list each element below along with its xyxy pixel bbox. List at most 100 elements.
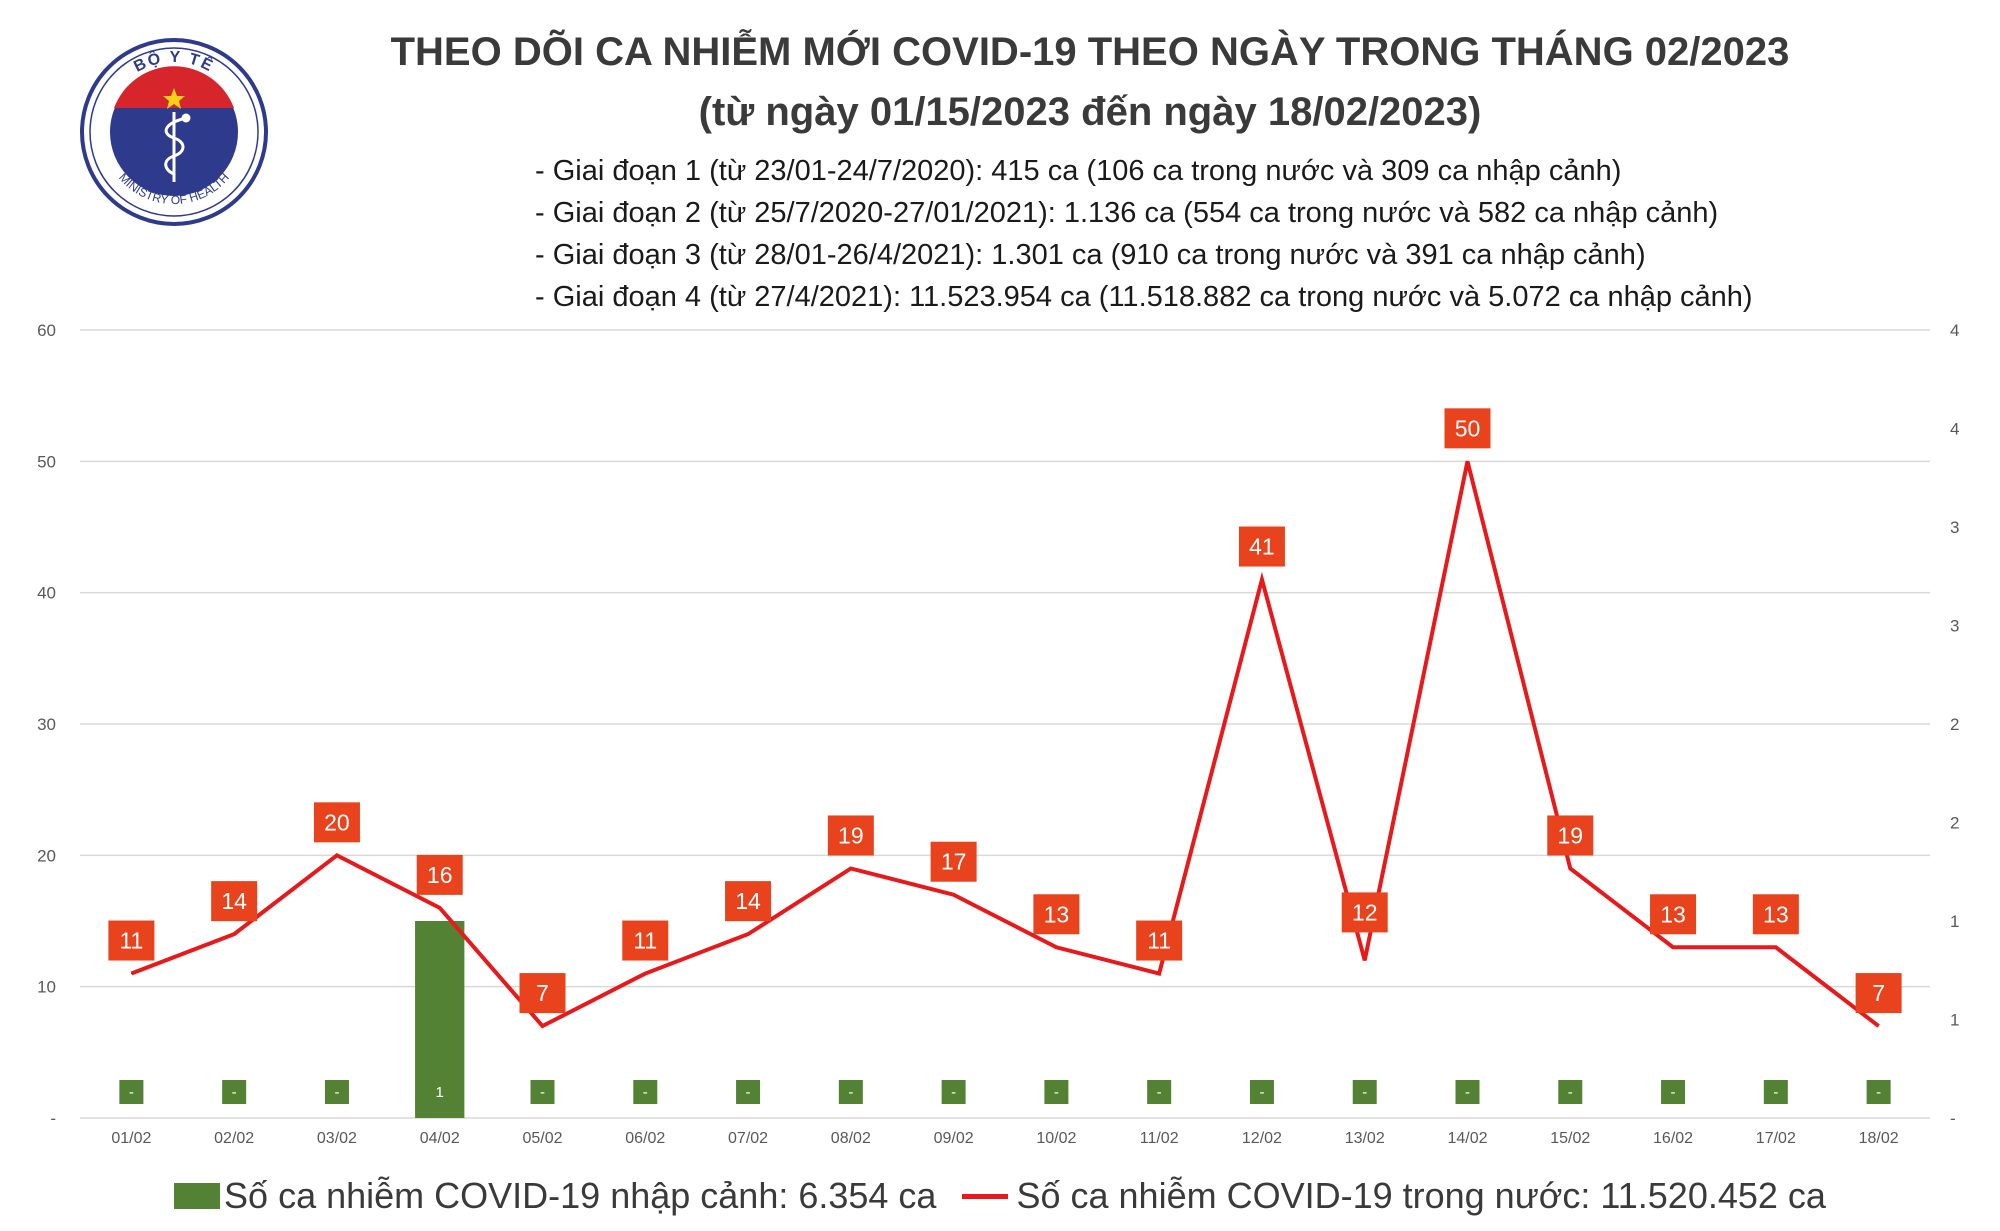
- bar-label: -: [951, 1084, 956, 1101]
- bar-label-box: [633, 1080, 658, 1104]
- bar-label: -: [1671, 1084, 1676, 1101]
- left-y-axis: - 10 20 30 40 50 60: [37, 321, 56, 1128]
- phase-note-4: - Giai đoạn 4 (từ 27/4/2021): 11.523.954…: [535, 281, 1753, 313]
- bar-label-box: [119, 1080, 144, 1104]
- phase-note-2: - Giai đoạn 2 (từ 25/7/2020-27/01/2021):…: [535, 197, 1719, 229]
- bar-label: -: [1465, 1084, 1470, 1101]
- line-label: 11: [119, 928, 143, 954]
- x-tick-label: 17/02: [1756, 1130, 1796, 1147]
- domestic-cases-line-group: [130, 460, 1880, 1029]
- line-label: 7: [1872, 980, 1885, 1006]
- bar-label: -: [848, 1084, 853, 1101]
- right-tick-label: 3: [1950, 617, 1959, 636]
- bar-label-box: [1763, 1080, 1788, 1104]
- x-tick-label: 02/02: [214, 1130, 254, 1147]
- x-tick-label: 13/02: [1345, 1130, 1385, 1147]
- line-point: [336, 854, 338, 856]
- line-label-box: [1444, 408, 1491, 449]
- bar-label: -: [746, 1084, 751, 1101]
- x-tick-label: 06/02: [625, 1130, 665, 1147]
- right-tick-label: -: [1950, 1109, 1956, 1128]
- x-tick-label: 08/02: [831, 1130, 871, 1147]
- bar-label-box: [1455, 1080, 1480, 1104]
- gridlines: [80, 329, 1930, 1119]
- left-tick-label: 40: [37, 584, 56, 603]
- right-tick-label: 2: [1950, 715, 1959, 734]
- bar-label: -: [540, 1084, 545, 1101]
- line-point: [747, 933, 749, 935]
- legend-label-imported: Số ca nhiễm COVID-19 nhập cảnh: 6.354 ca: [224, 1175, 937, 1216]
- line-label-box: [108, 920, 155, 961]
- line-label-box: [1547, 815, 1594, 856]
- x-tick-label: 03/02: [317, 1130, 357, 1147]
- legend-item-imported: Số ca nhiễm COVID-19 nhập cảnh: 6.354 ca: [174, 1175, 936, 1217]
- legend-label-domestic: Số ca nhiễm COVID-19 trong nước: 11.520.…: [1016, 1175, 1826, 1216]
- left-tick-label: 60: [37, 321, 56, 340]
- bar-label-box: [427, 1080, 452, 1104]
- line-point: [850, 867, 852, 869]
- legend-item-domestic: Số ca nhiễm COVID-19 trong nước: 11.520.…: [962, 1175, 1826, 1217]
- line-point: [953, 894, 955, 896]
- x-tick-label: 18/02: [1859, 1130, 1899, 1147]
- left-tick-label: 20: [37, 846, 56, 865]
- bar-label-box: [222, 1080, 247, 1104]
- line-label: 13: [1044, 901, 1070, 927]
- line-label: 50: [1455, 415, 1481, 441]
- line-label: 16: [427, 862, 453, 888]
- right-tick-label: 1: [1950, 912, 1959, 931]
- line-label-box: [519, 973, 566, 1014]
- x-tick-label: 09/02: [934, 1130, 974, 1147]
- line-point: [1158, 973, 1160, 975]
- line-label-box: [1650, 894, 1697, 935]
- bar-label: -: [643, 1084, 648, 1101]
- x-tick-label: 01/02: [111, 1130, 151, 1147]
- line-label-box: [1033, 894, 1080, 935]
- left-tick-label: -: [50, 1109, 56, 1128]
- line-point: [1878, 1025, 1880, 1027]
- bar-label: -: [1568, 1084, 1573, 1101]
- x-tick-label: 11/02: [1140, 1130, 1179, 1147]
- left-tick-label: 50: [37, 452, 56, 471]
- bar-label: -: [1362, 1084, 1367, 1101]
- bar-label-box: [1044, 1080, 1069, 1104]
- bar-label: -: [1773, 1084, 1778, 1101]
- line-point: [1672, 946, 1674, 948]
- bar-label-box: [1866, 1080, 1891, 1104]
- bar-label-box: [530, 1080, 555, 1104]
- line-label-box: [1136, 920, 1183, 961]
- line-label: 13: [1763, 901, 1789, 927]
- line-point: [439, 907, 441, 909]
- x-tick-label: 04/02: [420, 1130, 460, 1147]
- line-label: 14: [221, 888, 247, 914]
- bar-label: -: [232, 1084, 237, 1101]
- caduceus-icon: [164, 112, 191, 182]
- bar-label-box: [1352, 1080, 1377, 1104]
- line-label: 7: [536, 980, 549, 1006]
- bar-label-box: [1558, 1080, 1583, 1104]
- line-label-box: [1341, 892, 1388, 933]
- right-tick-label: 4: [1950, 420, 1959, 439]
- right-tick-label: 1: [1950, 1011, 1959, 1030]
- line-label: 11: [633, 928, 657, 954]
- line-label-box: [211, 881, 258, 922]
- line-label: 41: [1249, 534, 1275, 560]
- bar-label-box: [838, 1080, 863, 1104]
- line-label-box: [1752, 894, 1799, 935]
- ministry-of-health-logo: BỘ Y TẾ MINISTRY OF HEALTH: [80, 38, 268, 226]
- x-tick-label: 10/02: [1036, 1130, 1076, 1147]
- line-label-box: [725, 881, 772, 922]
- line-point: [644, 973, 646, 975]
- line-point: [1775, 946, 1777, 948]
- bar-label: 1: [436, 1084, 444, 1101]
- right-tick-label: 2: [1950, 814, 1959, 833]
- chart-subtitle: (từ ngày 01/15/2023 đến ngày 18/02/2023): [698, 90, 1482, 134]
- x-tick-label: 15/02: [1550, 1130, 1590, 1147]
- phase-note-3: - Giai đoạn 3 (từ 28/01-26/4/2021): 1.30…: [535, 239, 1646, 271]
- line-point: [542, 1025, 543, 1027]
- chart-legend: Số ca nhiễm COVID-19 nhập cảnh: 6.354 ca…: [0, 1168, 2000, 1224]
- chart-title: THEO DÕI CA NHIỄM MỚI COVID-19 THEO NGÀY…: [390, 30, 1790, 74]
- right-tick-label: 4: [1950, 321, 1959, 340]
- x-tick-label: 14/02: [1447, 1130, 1487, 1147]
- line-label: 20: [324, 809, 350, 835]
